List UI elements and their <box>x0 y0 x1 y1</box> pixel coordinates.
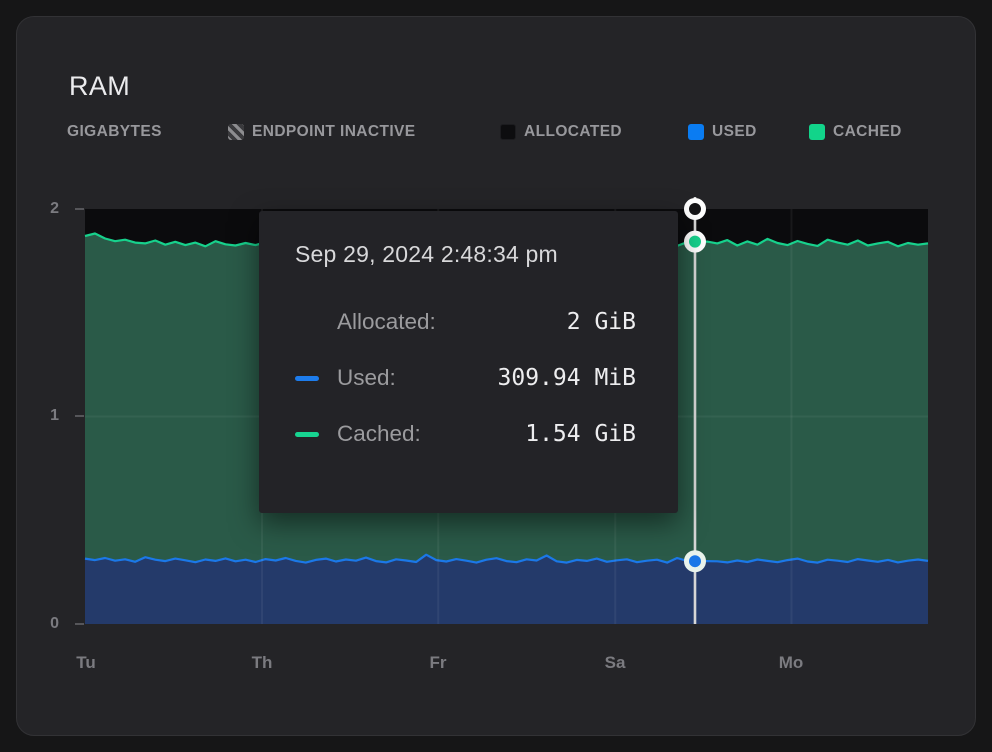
used-dash-icon <box>295 375 319 381</box>
legend-item-endpoint-inactive[interactable]: ENDPOINT INACTIVE <box>228 123 416 141</box>
x-axis-tick-sa: Sa <box>604 653 626 672</box>
y-axis-tick-0: 0 <box>50 615 59 632</box>
cached-square-icon <box>809 124 825 140</box>
no-dash <box>295 320 319 325</box>
ram-panel: RAM GIGABYTES ENDPOINT INACTIVE ALLOCATE… <box>16 16 976 736</box>
used-marker-dot <box>683 550 706 573</box>
legend-label: CACHED <box>833 123 902 140</box>
legend-label: ENDPOINT INACTIVE <box>252 123 416 140</box>
tooltip-rows: Allocated: 2 GiB Used: 309.94 MiB Cached… <box>295 294 636 462</box>
allocated-square-icon <box>500 124 516 140</box>
legend-item-used[interactable]: USED <box>688 123 757 141</box>
legend-item-allocated[interactable]: ALLOCATED <box>500 123 622 141</box>
legend-label: ALLOCATED <box>524 123 623 140</box>
tooltip-label: Allocated: <box>337 309 436 334</box>
tooltip-row-used: Used: 309.94 MiB <box>295 350 636 406</box>
y-tick-mark <box>75 623 84 625</box>
y-axis-tick-2: 2 <box>50 200 59 217</box>
legend-item-cached[interactable]: CACHED <box>809 123 902 141</box>
tooltip-row-allocated: Allocated: 2 GiB <box>295 294 636 350</box>
tooltip-label: Used: <box>337 365 396 390</box>
tooltip-value: 1.54 GiB <box>525 421 636 447</box>
y-axis-tick-1: 1 <box>50 407 59 424</box>
tooltip-timestamp: Sep 29, 2024 2:48:34 pm <box>295 241 558 267</box>
x-axis-tick-tu: Tu <box>76 653 96 672</box>
tooltip-row-cached: Cached: 1.54 GiB <box>295 406 636 462</box>
x-axis-tick-mo: Mo <box>778 653 804 672</box>
cached-dash-icon <box>295 431 319 437</box>
used-square-icon <box>688 124 704 140</box>
legend-unit-gigabytes: GIGABYTES <box>67 123 162 141</box>
chart-tooltip: Sep 29, 2024 2:48:34 pm Allocated: 2 GiB… <box>259 211 678 513</box>
allocated-marker-dot <box>683 198 706 220</box>
x-axis-tick-th: Th <box>251 653 273 672</box>
tooltip-label: Cached: <box>337 421 421 446</box>
y-tick-mark <box>75 415 84 417</box>
x-axis-tick-fr: Fr <box>429 653 447 672</box>
tooltip-value: 309.94 MiB <box>497 365 636 391</box>
panel-title: RAM <box>69 71 131 101</box>
cached-marker-dot <box>683 230 706 253</box>
tooltip-value: 2 GiB <box>566 309 636 335</box>
legend: GIGABYTES ENDPOINT INACTIVE ALLOCATED US… <box>17 123 975 145</box>
hatched-square-icon <box>228 124 244 140</box>
x-axis: Tu Th Fr Sa Mo <box>17 653 975 675</box>
y-tick-mark <box>75 208 84 210</box>
legend-label: USED <box>712 123 757 140</box>
legend-unit-label: GIGABYTES <box>67 123 162 140</box>
